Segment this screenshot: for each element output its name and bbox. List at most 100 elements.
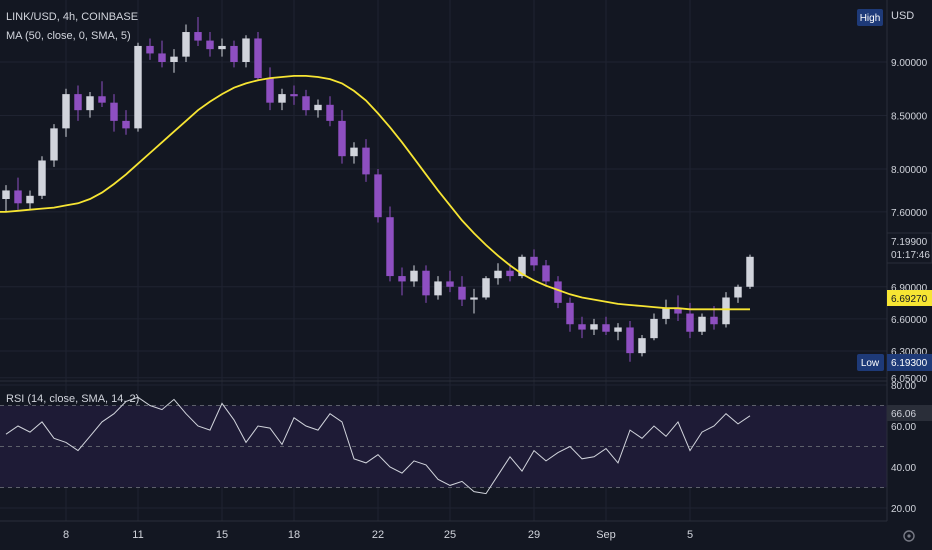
candle bbox=[170, 49, 178, 73]
candles bbox=[2, 17, 754, 362]
low-badge: Low 6.19300 bbox=[857, 354, 932, 371]
candle bbox=[446, 270, 454, 293]
candle-body bbox=[542, 265, 550, 282]
candle bbox=[230, 40, 238, 68]
price-tick-label: 8.00000 bbox=[891, 165, 928, 176]
candle bbox=[482, 276, 490, 300]
candle-body bbox=[566, 302, 574, 325]
candle-body bbox=[122, 120, 130, 129]
candle-body bbox=[578, 324, 586, 330]
candle bbox=[638, 334, 646, 357]
candle-body bbox=[494, 270, 502, 279]
high-label: High bbox=[860, 13, 881, 24]
candle bbox=[434, 276, 442, 300]
price-tick-label: 6.90000 bbox=[891, 283, 928, 294]
candle bbox=[26, 190, 34, 210]
time-tick-label: Sep bbox=[596, 529, 616, 541]
time-tick-label: 11 bbox=[132, 529, 143, 541]
price-tick-label: 7.60000 bbox=[891, 208, 928, 219]
candle bbox=[590, 318, 598, 335]
candle bbox=[50, 124, 58, 167]
time-tick-label: 18 bbox=[288, 529, 300, 541]
candle-body bbox=[614, 327, 622, 332]
candle-body bbox=[434, 281, 442, 296]
low-label: Low bbox=[861, 358, 880, 369]
price-tick-label: 8.50000 bbox=[891, 112, 928, 123]
candle-body bbox=[266, 78, 274, 103]
currency-label: USD bbox=[891, 10, 914, 22]
candle-body bbox=[14, 190, 22, 204]
ma-value: 6.69270 bbox=[891, 294, 928, 305]
price-tick-label: 6.30000 bbox=[891, 347, 928, 358]
last-price-value: 7.19900 bbox=[891, 237, 928, 248]
candle bbox=[38, 156, 46, 200]
rsi-tick-label: 20.00 bbox=[891, 504, 916, 515]
candle bbox=[110, 94, 118, 132]
candle bbox=[530, 249, 538, 271]
candle bbox=[182, 24, 190, 62]
time-tick-label: 8 bbox=[63, 529, 69, 541]
time-tick-label: 29 bbox=[528, 529, 540, 541]
candle bbox=[746, 254, 754, 289]
candle bbox=[602, 316, 610, 335]
candle-body bbox=[110, 102, 118, 121]
candle bbox=[158, 40, 166, 68]
candle-body bbox=[650, 318, 658, 339]
candle-body bbox=[398, 276, 406, 282]
candle-body bbox=[338, 120, 346, 157]
candle bbox=[386, 206, 394, 282]
candle-body bbox=[146, 45, 154, 54]
candle-body bbox=[530, 256, 538, 266]
candle bbox=[218, 38, 226, 57]
price-tick-label: 6.60000 bbox=[891, 315, 928, 326]
candle-body bbox=[734, 286, 742, 298]
candle bbox=[314, 99, 322, 118]
candle bbox=[242, 35, 250, 68]
symbol-title[interactable]: LINK/USD, 4h, COINBASE bbox=[6, 11, 139, 23]
rsi-tick-label: 40.00 bbox=[891, 463, 916, 474]
candle bbox=[698, 313, 706, 335]
rsi-value-badge: 66.06 bbox=[887, 405, 932, 421]
candle bbox=[566, 297, 574, 332]
candle bbox=[194, 17, 202, 46]
candle-body bbox=[290, 94, 298, 97]
candle bbox=[350, 142, 358, 164]
candle bbox=[206, 32, 214, 57]
candle-body bbox=[302, 96, 310, 111]
candle-body bbox=[182, 32, 190, 57]
candle bbox=[554, 276, 562, 309]
candle-body bbox=[686, 313, 694, 332]
candle bbox=[362, 139, 370, 182]
candle-body bbox=[626, 327, 634, 354]
candle-body bbox=[254, 38, 262, 79]
candle bbox=[278, 88, 286, 111]
rsi-levels bbox=[0, 405, 887, 488]
time-axis[interactable]: 8 11 15 18 22 25 29 Sep 5 bbox=[63, 529, 693, 541]
ma-indicator-label[interactable]: MA (50, close, 0, SMA, 5) bbox=[6, 30, 131, 42]
candle bbox=[290, 85, 298, 105]
ma-value-badge: 6.69270 bbox=[887, 290, 932, 306]
candle-body bbox=[422, 270, 430, 296]
candle-body bbox=[218, 45, 226, 50]
candle-body bbox=[278, 94, 286, 103]
rsi-axis[interactable]: 80.00 60.00 40.00 20.00 bbox=[891, 381, 916, 515]
settings-icon[interactable] bbox=[903, 530, 915, 542]
candle-body bbox=[386, 217, 394, 277]
candle-body bbox=[602, 324, 610, 332]
candle bbox=[338, 110, 346, 164]
candle bbox=[14, 177, 22, 210]
time-tick-label: 15 bbox=[216, 529, 228, 541]
candle bbox=[734, 284, 742, 303]
price-axis[interactable]: 9.00000 8.50000 8.00000 7.60000 6.90000 6.600… bbox=[891, 58, 928, 385]
candle-body bbox=[350, 147, 358, 157]
candle-body bbox=[674, 308, 682, 314]
last-price-badge: 7.19900 01:17:46 bbox=[886, 232, 932, 264]
candle bbox=[470, 288, 478, 314]
rsi-indicator-label[interactable]: RSI (14, close, SMA, 14, 2) bbox=[6, 393, 140, 405]
candle bbox=[122, 110, 130, 135]
candle-body bbox=[158, 53, 166, 62]
candle bbox=[62, 88, 70, 137]
candle bbox=[398, 267, 406, 296]
countdown-value: 01:17:46 bbox=[891, 250, 930, 261]
